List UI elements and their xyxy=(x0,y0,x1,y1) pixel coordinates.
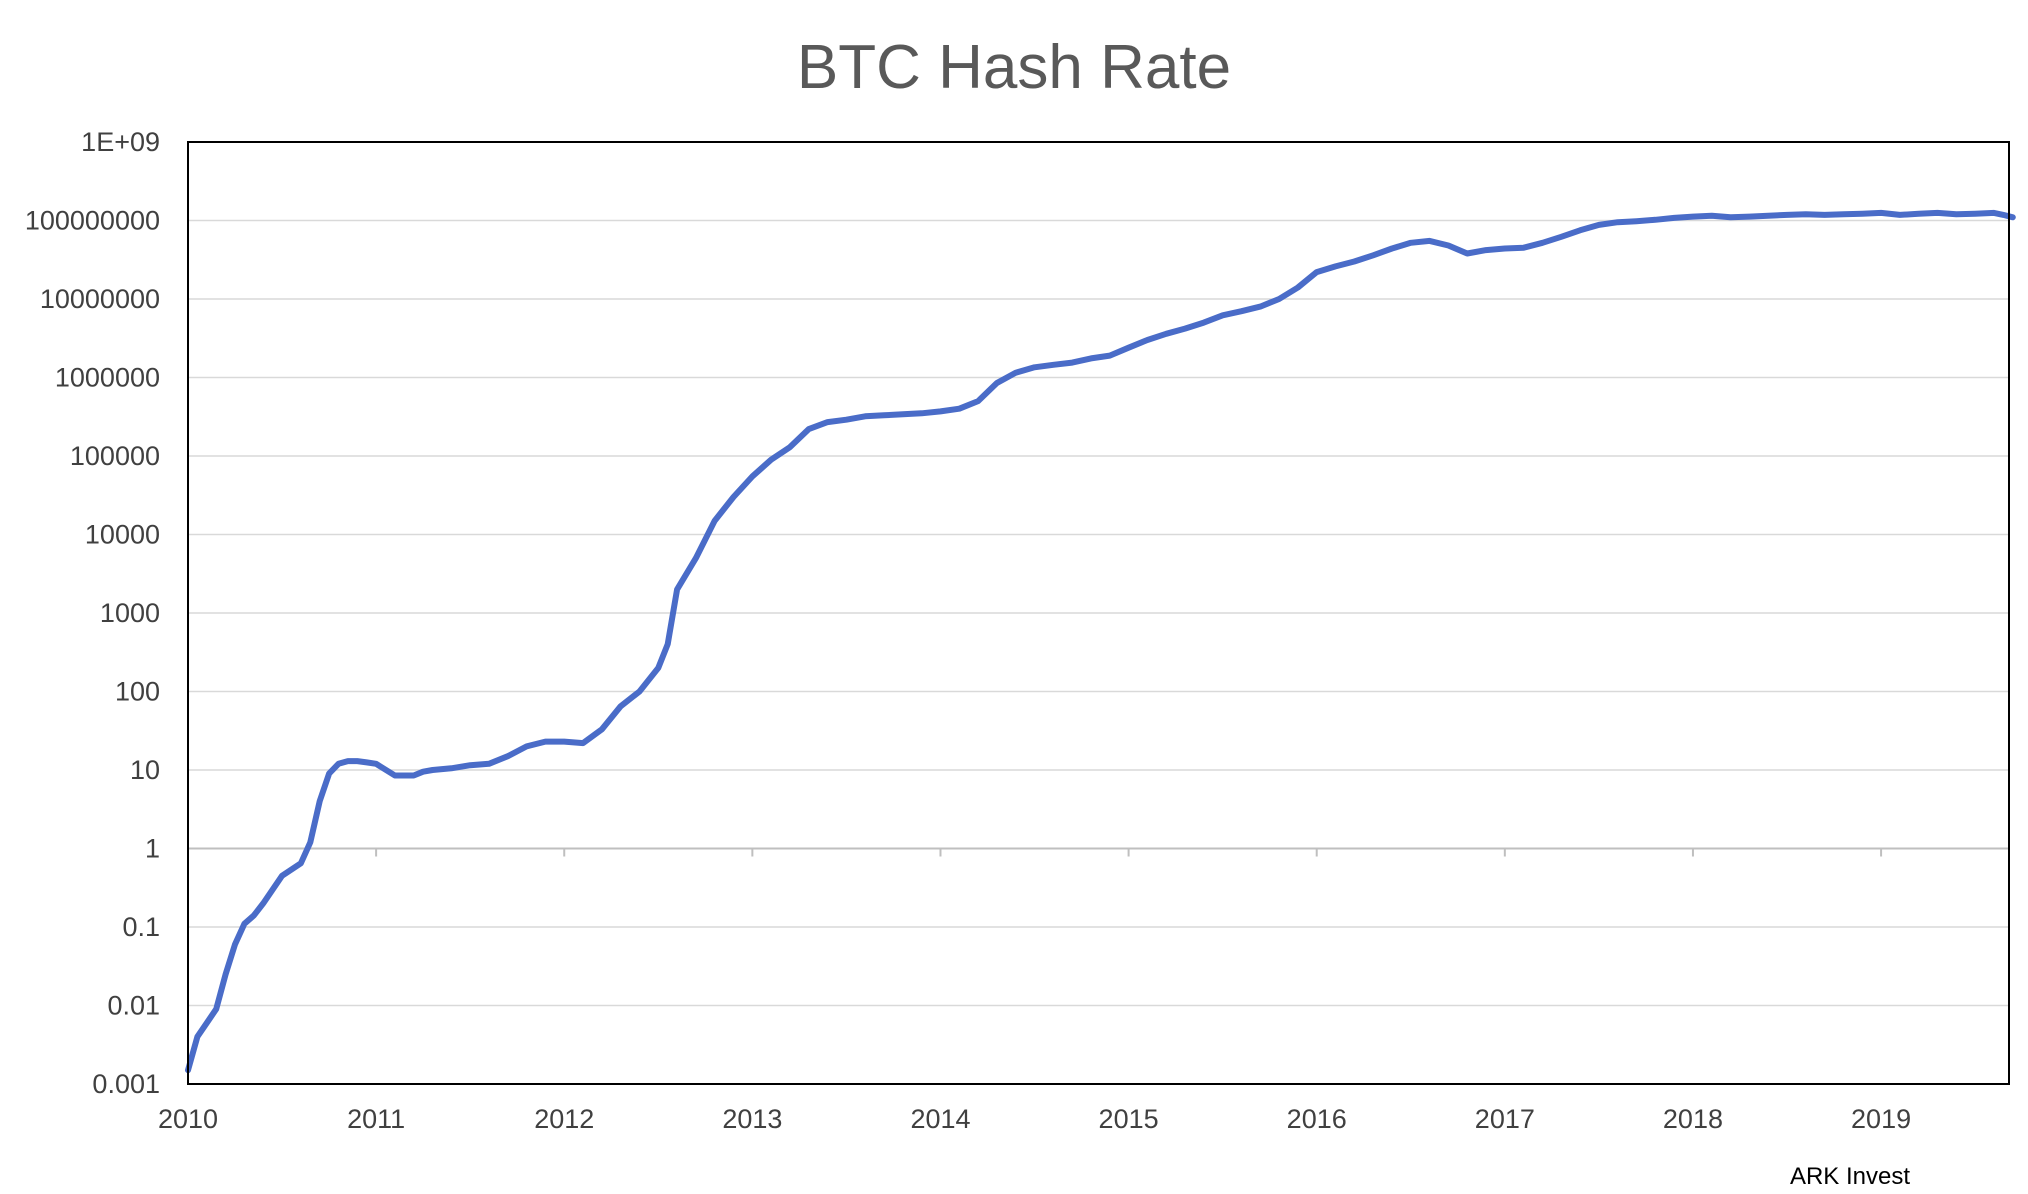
y-tick-label: 1000000 xyxy=(55,363,160,393)
x-tick-label: 2019 xyxy=(1851,1104,1911,1134)
y-tick-label: 100000 xyxy=(70,441,160,471)
y-tick-label: 100 xyxy=(115,677,160,707)
gridlines xyxy=(188,219,2009,1007)
x-tick-label: 2014 xyxy=(910,1104,970,1134)
plot-frame xyxy=(187,141,2010,1085)
x-tick-label: 2017 xyxy=(1475,1104,1535,1134)
x-tick-label: 2015 xyxy=(1099,1104,1159,1134)
x-tick-label: 2013 xyxy=(722,1104,782,1134)
y-tick-label: 10 xyxy=(130,755,160,785)
x-tick-label: 2016 xyxy=(1287,1104,1347,1134)
y-tick-label: 0.1 xyxy=(122,912,160,942)
chart-title: BTC Hash Rate xyxy=(797,33,1231,102)
y-tick-label: 0.001 xyxy=(92,1069,160,1099)
y-tick-label: 0.01 xyxy=(107,991,160,1021)
source-label: ARK Invest xyxy=(1790,1163,1910,1190)
x-tick-label: 2010 xyxy=(158,1104,218,1134)
x-tick-labels: 2010 2011 2012 2013 2014 2015 2016 2017 2018 2019 xyxy=(158,1104,1911,1134)
y-tick-label: 10000 xyxy=(85,520,160,550)
y-tick-label: 1E+09 xyxy=(81,127,160,157)
y-tick-label: 1 xyxy=(145,834,160,864)
series-layer xyxy=(185,209,2016,1074)
x-tick-label: 2011 xyxy=(347,1104,405,1134)
y-tick-label: 1000 xyxy=(100,598,160,628)
y-tick-labels: 0.001 0.01 0.1 1 10 100 1000 10000 100000 1000000… xyxy=(25,127,160,1099)
x-tick-label: 2018 xyxy=(1663,1104,1723,1134)
x-tick-marks xyxy=(375,847,1883,857)
x-tick-label: 2012 xyxy=(534,1104,594,1134)
y-tick-label: 100000000 xyxy=(25,206,160,236)
series-line xyxy=(185,209,2016,1074)
y-tick-label: 10000000 xyxy=(40,284,160,314)
